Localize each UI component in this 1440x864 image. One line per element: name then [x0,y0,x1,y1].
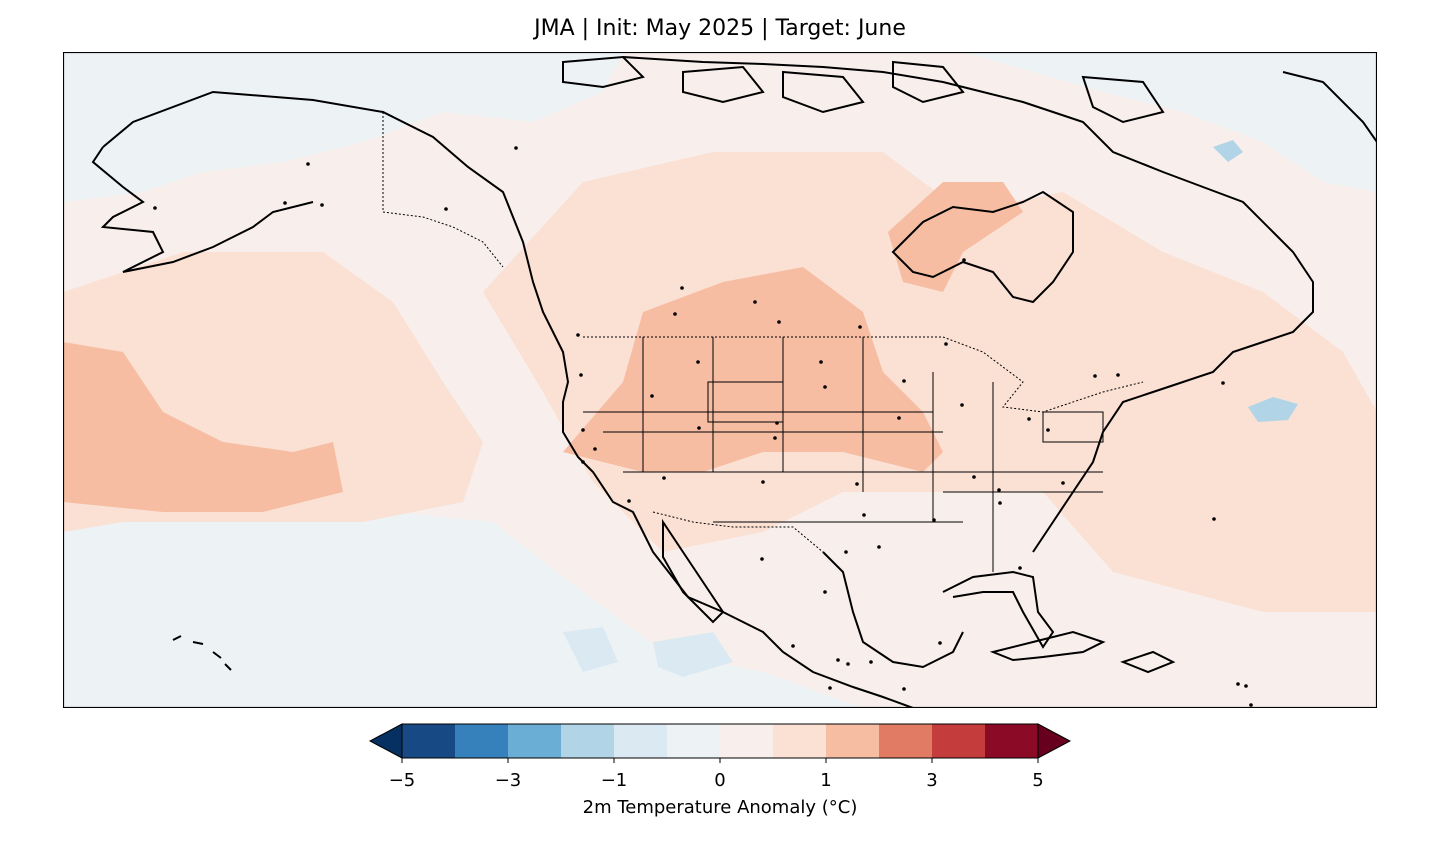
colorbar-bin [561,724,615,758]
colorbar-extend-high [1037,723,1072,759]
colorbar-tick-label: 0 [714,770,726,791]
anomaly-map [63,52,1377,708]
colorbar-bin [932,724,986,758]
anomaly-cool-atlantic-spot [1248,397,1298,422]
anomaly-warm-continent [483,152,1377,612]
station-markers [153,146,1253,707]
anomaly-warm-rockies-core [563,267,943,472]
colorbar-bin [402,724,456,758]
anomaly-warm-hudson-core [888,182,1023,292]
coastlines [91,55,1377,708]
colorbar-bin [773,724,827,758]
map-frame [63,52,1377,708]
anomaly-near-neutral-arctic [963,52,1377,192]
colorbar-tick-label: −1 [600,770,628,791]
colorbar-bin [614,724,668,758]
colorbar-bin [720,724,774,758]
colorbar-bin [667,724,721,758]
colorbar-tick-label: −5 [388,770,416,791]
colorbar-tick-label: −3 [494,770,522,791]
colorbar-tick-label: 5 [1032,770,1044,791]
colorbar-bin [879,724,933,758]
anomaly-warm-pacific-core [63,342,343,512]
colorbar-bin [985,724,1039,758]
colorbar-bin [508,724,562,758]
anomaly-cool-labrador-spot [1213,140,1243,162]
colorbar-bin [455,724,509,758]
anomaly-cool-pacific-spot [653,632,733,677]
colorbar-tick-label: 1 [820,770,832,791]
anomaly-near-neutral-west [63,52,623,202]
chart-title: JMA | Init: May 2025 | Target: June [534,16,906,41]
colorbar [368,723,1072,763]
borders [382,112,1144,572]
colorbar-extend-low [368,723,403,759]
colorbar-tick-label: 3 [926,770,938,791]
colorbar-bin [826,724,880,758]
colorbar-label: 2m Temperature Anomaly (°C) [582,797,858,818]
anomaly-cool-baja-spot [563,627,618,672]
